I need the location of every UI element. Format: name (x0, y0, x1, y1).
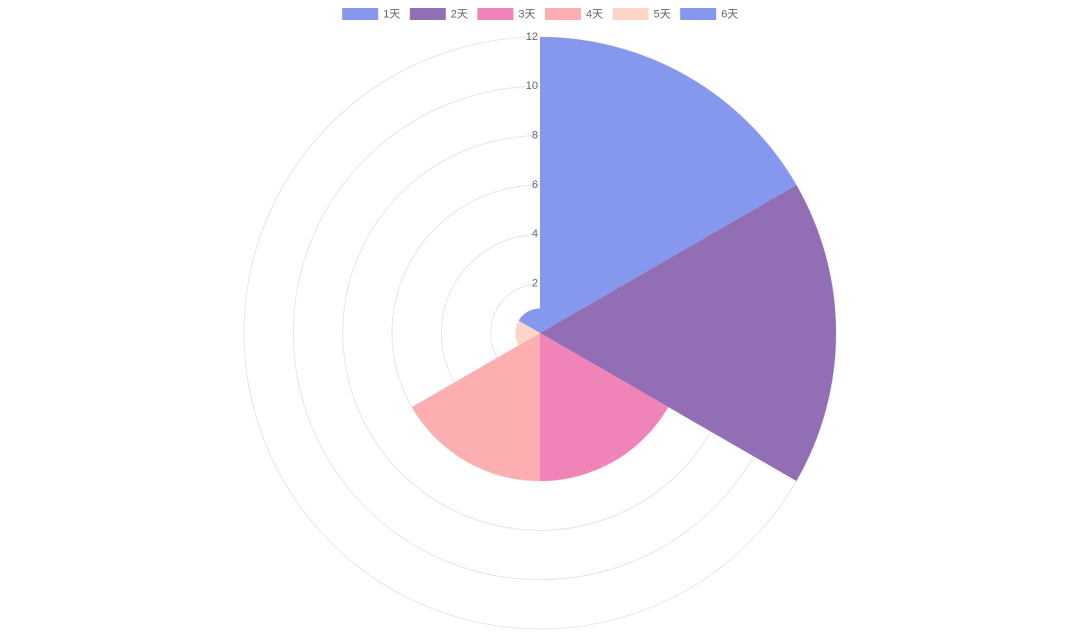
legend-label: 2天 (451, 8, 468, 20)
legend-label: 3天 (518, 8, 535, 20)
segment (518, 308, 540, 333)
legend-swatch (612, 8, 649, 20)
legend-label: 5天 (654, 8, 671, 20)
segment (515, 320, 540, 346)
legend-label: 6天 (721, 8, 738, 20)
r-tick-label: 12 (526, 31, 538, 43)
segment (540, 333, 669, 481)
r-tick-label: 4 (532, 228, 538, 240)
legend-swatch (545, 8, 581, 20)
r-tick-label: 6 (532, 179, 538, 191)
segment (411, 333, 540, 481)
legend-swatch (680, 8, 717, 20)
legend-label: 4天 (586, 8, 603, 20)
legend-label: 1天 (383, 8, 400, 20)
segment (540, 37, 797, 333)
r-tick-label: 8 (532, 130, 538, 142)
segment (540, 185, 836, 481)
r-tick-label: 2 (532, 278, 538, 290)
legend-swatch (477, 8, 514, 20)
r-tick-label: 10 (526, 80, 538, 92)
legend-swatch (342, 8, 379, 20)
legend-swatch (409, 8, 446, 20)
